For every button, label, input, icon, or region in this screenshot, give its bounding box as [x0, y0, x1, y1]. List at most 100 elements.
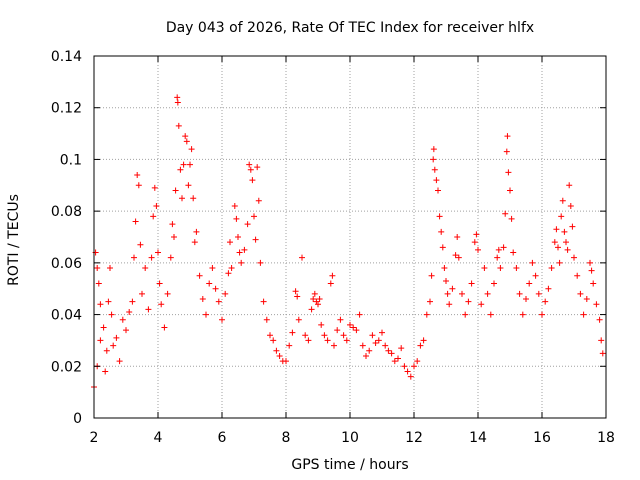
data-point [324, 337, 331, 344]
data-point [131, 254, 137, 261]
data-point [246, 161, 253, 168]
data-point [244, 221, 251, 228]
data-point [209, 265, 216, 272]
data-point [238, 259, 245, 266]
x-tick-label: 14 [469, 430, 487, 446]
data-point [105, 298, 112, 305]
data-point [431, 166, 438, 173]
data-point [596, 316, 603, 323]
data-point [553, 226, 560, 233]
data-point [516, 290, 523, 297]
data-point [495, 246, 502, 253]
data-point [310, 296, 317, 303]
data-point [171, 234, 177, 240]
data-point [347, 321, 353, 328]
y-tick-label: 0 [73, 411, 82, 427]
data-point [503, 148, 510, 155]
data-point [188, 146, 195, 153]
y-tick-label: 0.14 [51, 49, 82, 65]
data-point [563, 239, 569, 246]
x-axis-label: GPS time / hours [291, 457, 408, 473]
x-tick-label: 8 [282, 430, 291, 446]
data-point [590, 280, 597, 287]
data-point [598, 337, 605, 344]
data-point [180, 161, 187, 168]
x-tick-label: 10 [341, 430, 359, 446]
data-point [580, 311, 587, 318]
data-point [508, 215, 515, 222]
data-point [126, 308, 133, 315]
data-point [222, 290, 229, 297]
data-point [414, 358, 421, 365]
data-point [535, 290, 542, 297]
data-point [513, 265, 520, 272]
data-point [251, 213, 257, 220]
data-point [481, 265, 488, 272]
data-point [299, 254, 305, 261]
data-point [107, 265, 113, 272]
data-point [449, 285, 456, 292]
data-point [494, 254, 501, 261]
x-tick-label: 2 [90, 430, 99, 446]
data-point [363, 352, 369, 359]
data-point [443, 277, 449, 284]
data-point [587, 259, 593, 266]
data-point [148, 254, 155, 261]
data-point [270, 337, 277, 344]
data-point [567, 202, 574, 209]
data-point [151, 184, 158, 191]
x-tick-label: 4 [154, 430, 163, 446]
data-point [292, 288, 299, 295]
data-point [435, 187, 441, 194]
data-point [558, 213, 565, 220]
data-point [388, 350, 395, 357]
data-point [559, 197, 566, 204]
data-point [247, 166, 254, 173]
data-point [331, 342, 337, 349]
data-point [263, 316, 270, 323]
data-point [423, 311, 430, 318]
data-point [302, 332, 309, 339]
data-point [433, 177, 440, 184]
data-point [212, 285, 219, 292]
data-point [132, 218, 139, 225]
data-point [283, 358, 289, 365]
data-point [233, 215, 240, 222]
data-point [185, 182, 192, 189]
data-point [417, 342, 424, 349]
data-point [134, 171, 141, 178]
data-point [235, 234, 241, 240]
data-point [327, 280, 334, 287]
data-point [329, 272, 336, 279]
data-point [110, 342, 117, 349]
data-point [139, 290, 145, 297]
data-point [353, 327, 360, 334]
data-point [123, 327, 129, 334]
data-point [441, 265, 448, 272]
y-tick-labels: 0 0.02 0.04 0.06 0.08 0.1 0.12 0.14 [51, 49, 82, 427]
data-point [295, 316, 302, 323]
data-point [407, 373, 414, 380]
data-point [391, 358, 398, 365]
data-point [523, 296, 529, 303]
data-point [231, 202, 238, 209]
x-tick-label: 6 [218, 430, 227, 446]
data-point [155, 249, 161, 256]
data-point [311, 290, 318, 297]
data-point [294, 293, 301, 300]
data-point [182, 133, 189, 140]
data-point [174, 94, 181, 101]
data-point [267, 332, 273, 339]
data-point [158, 301, 165, 308]
data-point [241, 246, 248, 253]
data-point [337, 316, 344, 323]
data-point [191, 239, 198, 246]
data-point [153, 202, 160, 209]
data-point [183, 138, 190, 145]
data-point [404, 368, 411, 375]
x-tick-label: 18 [597, 430, 615, 446]
data-point [97, 337, 104, 344]
data-point [593, 301, 600, 308]
data-point [95, 280, 102, 287]
data-point [379, 329, 385, 336]
